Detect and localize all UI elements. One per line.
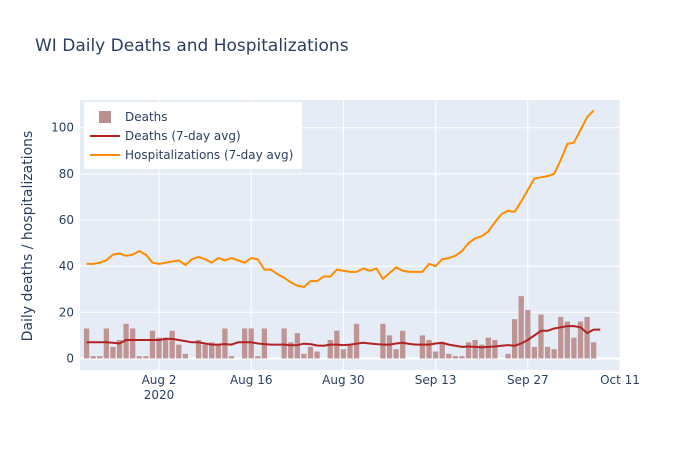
deaths-bar — [130, 328, 135, 358]
deaths-bar — [545, 347, 550, 359]
chart-title: WI Daily Deaths and Hospitalizations — [35, 36, 349, 56]
deaths-bar — [143, 356, 148, 358]
deaths-bar — [301, 354, 306, 359]
deaths-bar — [255, 356, 260, 358]
legend-label: Hospitalizations (7-day avg) — [125, 148, 293, 162]
deaths-bar — [446, 354, 451, 359]
deaths-bar — [170, 331, 175, 359]
deaths-bar — [486, 338, 491, 359]
deaths-bar — [393, 349, 398, 358]
deaths-bar — [492, 340, 497, 358]
deaths-bar — [328, 340, 333, 358]
x-tick-label: Aug 16 — [230, 373, 273, 387]
deaths-bar — [440, 342, 445, 358]
deaths-bar — [433, 352, 438, 359]
deaths-bar — [163, 338, 168, 359]
deaths-bar — [420, 335, 425, 358]
deaths-bar — [242, 328, 247, 358]
y-tick-label: 20 — [59, 305, 74, 319]
deaths-bar — [347, 345, 352, 359]
deaths-bar — [584, 317, 589, 359]
deaths-bar — [591, 342, 596, 358]
deaths-bar — [183, 354, 188, 359]
deaths-bar — [400, 331, 405, 359]
deaths-bar — [104, 328, 109, 358]
x-tick-label: Oct 11 — [600, 373, 640, 387]
y-tick-label: 40 — [59, 259, 74, 273]
deaths-bar — [426, 340, 431, 358]
deaths-bar — [354, 324, 359, 359]
x-tick-label: Sep 27 — [507, 373, 549, 387]
deaths-bar — [176, 345, 181, 359]
y-tick-label: 100 — [51, 121, 74, 135]
deaths-bar — [314, 352, 319, 359]
deaths-bar — [519, 296, 524, 358]
deaths-bar — [538, 315, 543, 359]
deaths-bar — [453, 356, 458, 358]
x-tick-label: Aug 30 — [322, 373, 365, 387]
deaths-bar — [552, 349, 557, 358]
deaths-bar — [472, 340, 477, 358]
y-tick-label: 80 — [59, 167, 74, 181]
deaths-bar — [341, 349, 346, 358]
deaths-bar — [110, 347, 115, 359]
deaths-bar — [387, 335, 392, 358]
deaths-bar — [459, 356, 464, 358]
deaths-bar — [308, 347, 313, 359]
deaths-bar — [466, 342, 471, 358]
y-axis-ticks: 0 20 40 60 80 100 — [51, 121, 74, 366]
deaths-bar — [532, 347, 537, 359]
deaths-bar — [571, 338, 576, 359]
deaths-bar — [97, 356, 102, 358]
x-tick-label: Aug 2 — [142, 373, 177, 387]
x-tick-label: Sep 13 — [415, 373, 457, 387]
deaths-bar — [380, 324, 385, 359]
deaths-bar — [282, 328, 287, 358]
y-tick-label: 0 — [66, 351, 74, 365]
deaths-bar — [91, 356, 96, 358]
deaths-bar — [150, 331, 155, 359]
deaths-bar — [505, 354, 510, 359]
legend[interactable]: Deaths Deaths (7-day avg) Hospitalizations… — [84, 102, 302, 169]
y-tick-label: 60 — [59, 213, 74, 227]
deaths-bar — [137, 356, 142, 358]
deaths-bar — [84, 328, 89, 358]
deaths-bar — [558, 317, 563, 359]
legend-swatch-deaths — [99, 111, 111, 123]
deaths-bar — [525, 310, 530, 358]
legend-label: Deaths (7-day avg) — [125, 129, 241, 143]
deaths-bar — [229, 356, 234, 358]
legend-label: Deaths — [125, 110, 168, 124]
deaths-bar — [202, 345, 207, 359]
y-axis-title: Daily deaths / hospitalizations — [20, 131, 36, 342]
deaths-bar — [216, 345, 221, 359]
deaths-bar — [512, 319, 517, 358]
x-tick-year-label: 2020 — [144, 388, 175, 402]
